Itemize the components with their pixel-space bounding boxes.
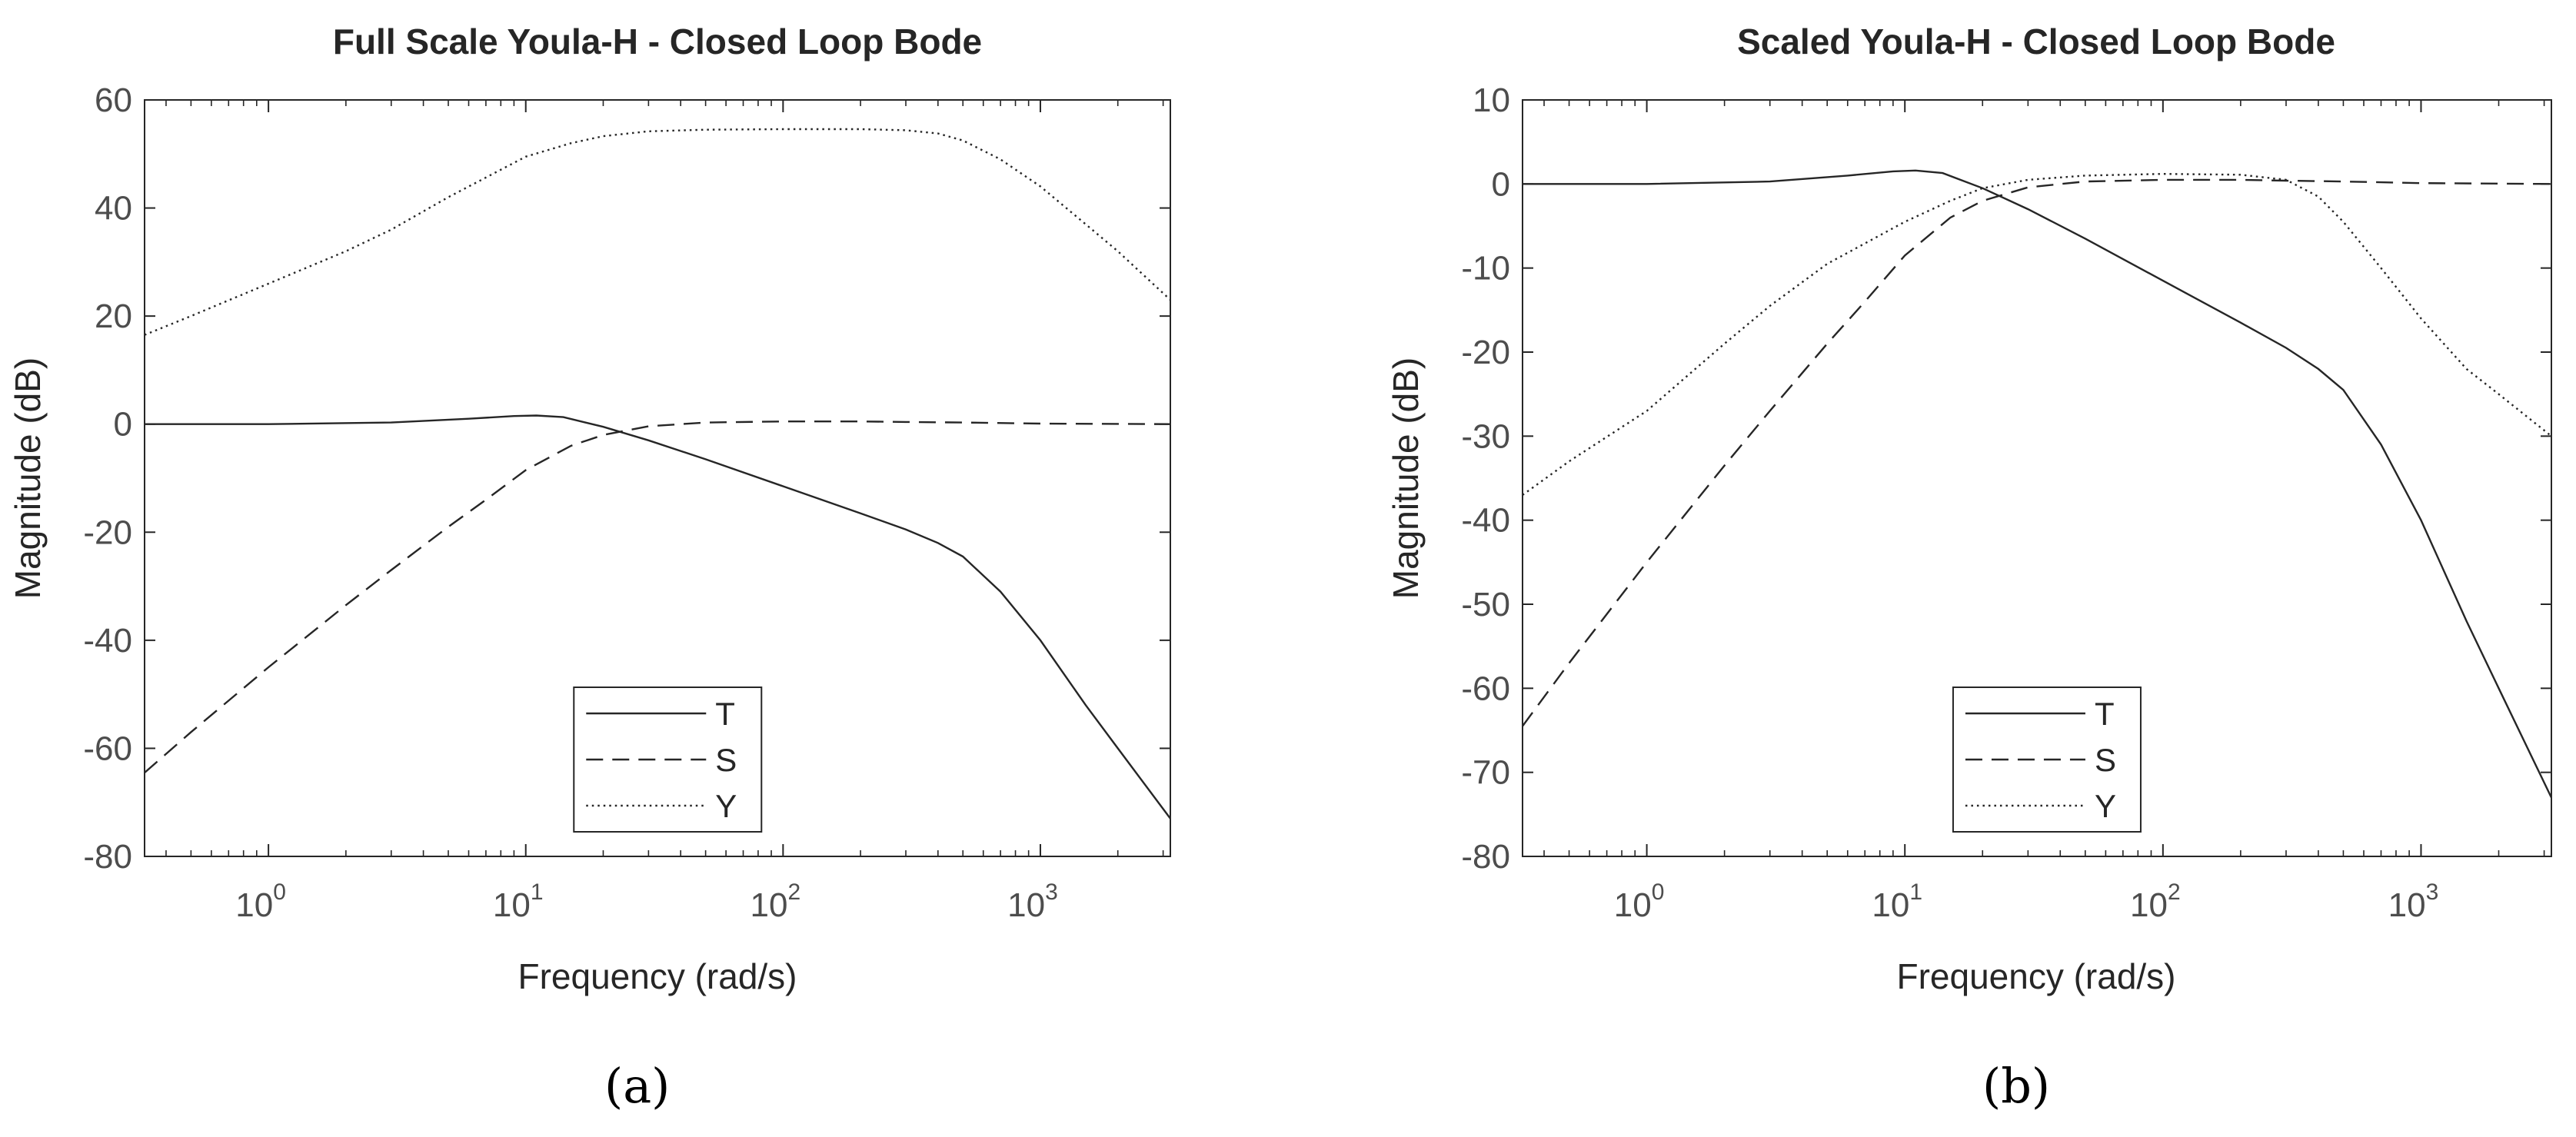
x-tick-exponent: 3 <box>2426 879 2439 905</box>
legend-label-t: T <box>715 696 735 732</box>
y-tick-label: -30 <box>1461 417 1510 455</box>
y-tick-label: -20 <box>1461 334 1510 371</box>
y-tick-label: -40 <box>83 622 132 660</box>
x-axis-label: Frequency (rad/s) <box>518 956 797 996</box>
y-tick-label: -80 <box>1461 838 1510 876</box>
legend-label-t: T <box>2095 696 2115 732</box>
x-tick-base: 10 <box>1872 886 1909 924</box>
chart-title: Full Scale Youla-H - Closed Loop Bode <box>333 22 982 62</box>
chart-panel-b: Scaled Youla-H - Closed Loop Bode100-10-… <box>1386 22 2552 1114</box>
x-tick-label: 102 <box>751 879 801 924</box>
series-line-s <box>145 421 1170 774</box>
x-tick-label: 100 <box>1614 879 1665 924</box>
series-line-t <box>1523 169 2551 799</box>
panel-label: (b) <box>1982 1058 2050 1114</box>
x-tick-base: 10 <box>493 886 531 924</box>
legend: TSY <box>573 687 763 833</box>
y-tick-label: -20 <box>83 514 132 551</box>
x-tick-label: 101 <box>1872 879 1922 924</box>
x-tick-label: 103 <box>1007 879 1058 924</box>
x-tick-exponent: 0 <box>273 879 286 905</box>
y-tick-label: -80 <box>83 838 132 876</box>
y-tick-label: -40 <box>1461 502 1510 540</box>
x-tick-base: 10 <box>1614 886 1652 924</box>
x-tick-exponent: 3 <box>1045 879 1058 905</box>
x-tick-exponent: 1 <box>531 879 544 905</box>
x-tick-label: 100 <box>235 879 286 924</box>
y-tick-label: -60 <box>1461 670 1510 707</box>
y-tick-label: 60 <box>95 81 132 119</box>
x-tick-base: 10 <box>751 886 788 924</box>
chart-panel-a: Full Scale Youla-H - Closed Loop Bode 60 4… <box>8 22 1171 1114</box>
x-tick-label: 102 <box>2130 879 2181 924</box>
legend: TSY <box>1952 687 2142 833</box>
series-line-y <box>145 128 1170 336</box>
x-tick-base: 10 <box>1007 886 1045 924</box>
x-tick-exponent: 2 <box>787 879 800 905</box>
y-axis-label: Magnitude (dB) <box>1386 357 1426 600</box>
x-tick-base: 10 <box>235 886 273 924</box>
y-tick-label: -50 <box>1461 586 1510 623</box>
y-tick-label: 0 <box>1492 165 1510 203</box>
x-tick-exponent: 2 <box>2168 879 2181 905</box>
chart-title: Scaled Youla-H - Closed Loop Bode <box>1737 22 2335 62</box>
y-tick-label: 10 <box>1473 81 1510 119</box>
x-tick-base: 10 <box>2130 886 2168 924</box>
legend-box <box>573 687 763 833</box>
y-tick-label: 40 <box>95 190 132 228</box>
x-tick-label: 103 <box>2388 879 2439 924</box>
axes-frame <box>1522 99 2552 857</box>
x-tick-exponent: 1 <box>1909 879 1922 905</box>
legend-label-s: S <box>715 742 737 778</box>
series-line-s <box>1523 178 2551 727</box>
y-axis-label: Magnitude (dB) <box>8 357 48 600</box>
legend-label-s: S <box>2095 742 2116 778</box>
legend-label-y: Y <box>2095 788 2116 824</box>
legend-box <box>1952 687 2142 833</box>
x-tick-exponent: 0 <box>1652 879 1665 905</box>
x-axis-label: Frequency (rad/s) <box>1896 956 2175 996</box>
legend-label-y: Y <box>715 788 737 824</box>
y-tick-label: -60 <box>83 730 132 767</box>
panel-label: (a) <box>604 1058 670 1114</box>
x-tick-label: 101 <box>493 879 544 924</box>
y-tick-label: -10 <box>1461 250 1510 288</box>
series-line-y <box>1523 172 2551 496</box>
y-tick-label: -70 <box>1461 754 1510 792</box>
x-tick-base: 10 <box>2388 886 2426 924</box>
series-line-t <box>145 414 1170 820</box>
y-tick-label: 0 <box>114 406 132 444</box>
y-tick-label: 20 <box>95 298 132 335</box>
axes-frame <box>144 99 1171 857</box>
